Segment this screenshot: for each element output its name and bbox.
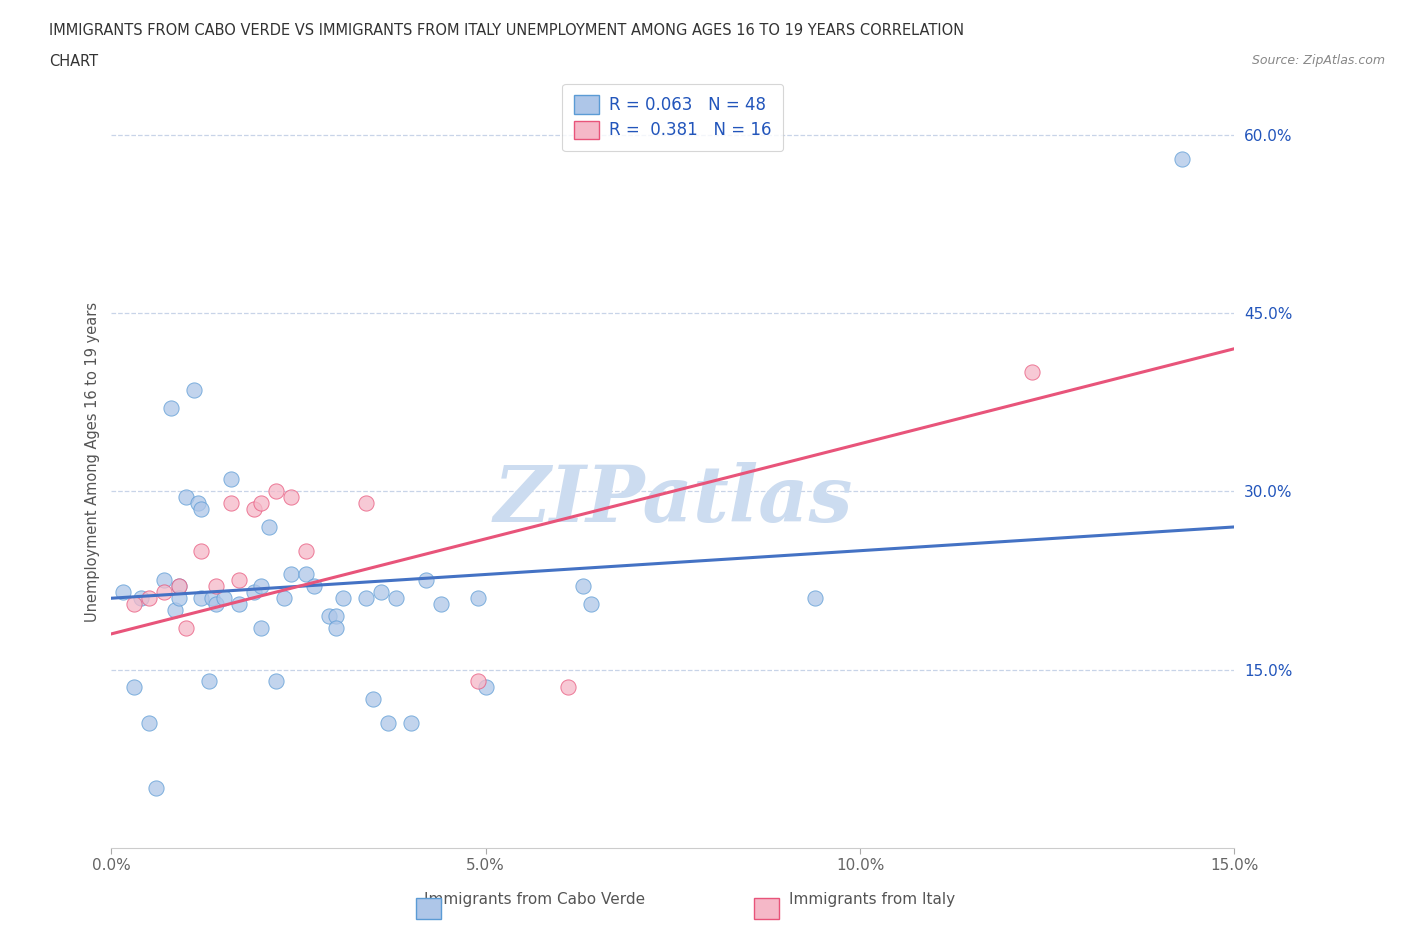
Point [111,585,134,600]
Point [163,603,186,618]
Point [174,490,197,505]
Point [153,585,176,600]
Point [197,674,219,689]
Point [325,620,347,635]
Point [160,401,183,416]
Point [354,591,377,605]
Point [467,674,489,689]
Point [467,591,489,605]
Point [219,472,242,486]
Point [257,520,280,535]
Point [804,591,827,605]
Point [153,573,176,588]
Point [131,591,153,605]
Point [264,484,287,498]
Point [430,597,453,612]
Point [318,608,340,623]
Point [250,620,273,635]
Point [250,496,273,511]
Point [280,490,302,505]
Point [190,501,212,516]
Point [415,573,437,588]
Point [354,496,377,511]
Point [138,715,160,730]
Point [385,591,408,605]
Point [363,692,385,707]
Point [212,591,235,605]
Point [579,597,602,612]
Text: IMMIGRANTS FROM CABO VERDE VS IMMIGRANTS FROM ITALY UNEMPLOYMENT AMONG AGES 16 T: IMMIGRANTS FROM CABO VERDE VS IMMIGRANTS… [49,23,965,38]
Point [325,608,347,623]
Point [145,781,167,796]
Text: Immigrants from Cabo Verde: Immigrants from Cabo Verde [423,892,645,907]
Point [190,543,212,558]
Text: ZIPatlas: ZIPatlas [494,462,852,538]
Point [167,591,190,605]
Point [219,496,242,511]
Legend: R = 0.063   N = 48, R =  0.381   N = 16: R = 0.063 N = 48, R = 0.381 N = 16 [562,84,783,151]
Point [250,578,273,593]
Point [201,591,224,605]
Point [174,620,197,635]
Point [228,573,250,588]
Point [1171,152,1194,166]
Point [280,567,302,582]
Point [167,578,190,593]
Point [242,585,264,600]
Point [295,567,318,582]
Point [264,674,287,689]
Point [370,585,392,600]
Y-axis label: Unemployment Among Ages 16 to 19 years: Unemployment Among Ages 16 to 19 years [86,301,100,621]
Point [572,578,595,593]
Point [122,597,145,612]
Point [205,597,228,612]
Point [183,383,205,398]
Point [186,496,208,511]
Point [228,597,250,612]
Point [122,680,145,695]
Point [332,591,354,605]
Text: CHART: CHART [49,54,98,69]
Point [557,680,579,695]
Point [474,680,496,695]
Text: Immigrants from Italy: Immigrants from Italy [789,892,955,907]
Point [167,578,190,593]
Point [242,501,264,516]
Point [190,591,212,605]
Point [377,715,399,730]
Point [1021,365,1043,380]
Text: Source: ZipAtlas.com: Source: ZipAtlas.com [1251,54,1385,67]
Point [138,591,160,605]
Point [302,578,325,593]
Point [295,543,318,558]
Point [399,715,422,730]
Point [273,591,295,605]
Point [205,578,228,593]
